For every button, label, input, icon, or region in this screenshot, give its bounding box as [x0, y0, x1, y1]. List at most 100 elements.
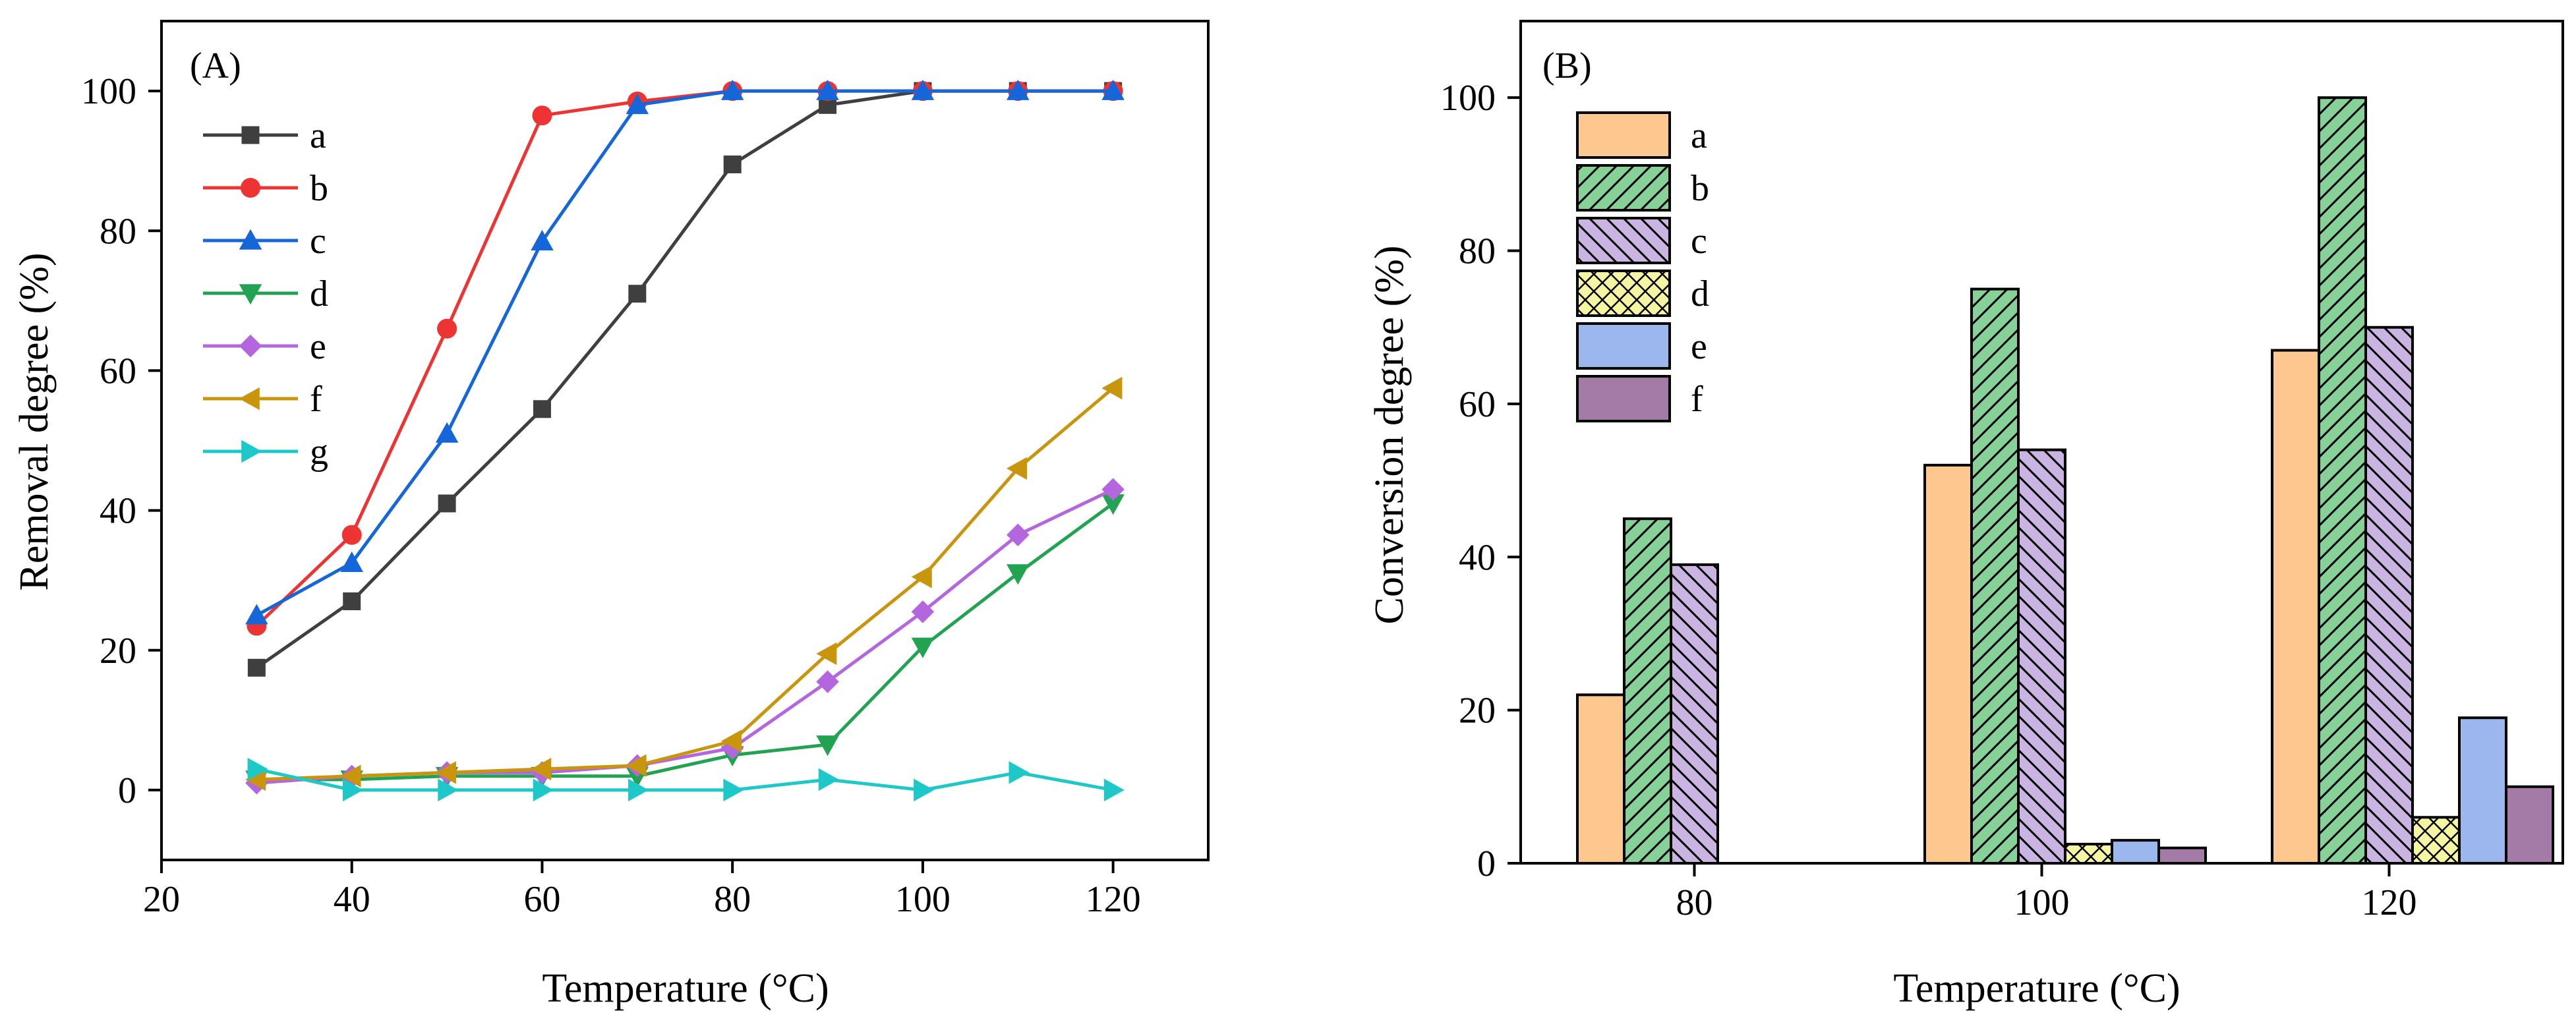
series-a-point — [343, 592, 361, 610]
series-f-point — [435, 761, 456, 784]
bar-outline — [2411, 816, 2461, 865]
panel-b-y-tick-label: 40 — [1459, 537, 1496, 578]
series-c-point — [626, 94, 649, 115]
legend-a-label: a — [310, 115, 326, 156]
panel-a-y-axis-title: Removal degree (%) — [12, 253, 57, 591]
series-g-point — [438, 778, 459, 802]
bar-d-120 — [2411, 816, 2461, 865]
panel-a-y-tick-label: 60 — [100, 351, 136, 391]
series-f-point — [911, 565, 932, 588]
series-c-point — [245, 604, 268, 625]
series-g-point — [247, 757, 268, 781]
bar-fill — [2506, 786, 2553, 863]
bar-outline — [2318, 96, 2367, 865]
legend-a-marker — [241, 126, 260, 144]
panel-a-y-tick-label: 80 — [100, 211, 136, 252]
panel-a-y-tick-label: 100 — [81, 71, 136, 112]
legend-a-swatch — [1576, 111, 1671, 159]
series-f-point — [1007, 457, 1028, 480]
legend-d-label: d — [1691, 273, 1709, 314]
legend-e-marker — [239, 334, 262, 358]
series-b-line — [255, 89, 1113, 627]
panel-b-x-tick-label: 120 — [2362, 882, 2417, 923]
bar-outline — [2157, 846, 2207, 865]
bar-fill — [2272, 350, 2319, 863]
series-f-point — [1101, 376, 1123, 400]
series-c-point — [1007, 79, 1030, 100]
series-d-point — [911, 637, 935, 658]
panel-a-x-tick-label: 40 — [334, 879, 370, 920]
series-g-point — [1009, 761, 1030, 784]
bar-outline — [2017, 448, 2066, 865]
panel-b-bar-chart: (B) Temperature (°C) Conversion degree (… — [1367, 20, 2564, 1011]
bar-fill — [2459, 718, 2506, 863]
legend-e-label: e — [1691, 326, 1707, 367]
bar-fill — [2159, 847, 2206, 863]
series-a-point — [247, 658, 266, 677]
panel-a-x-tick-label: 20 — [143, 879, 180, 920]
panel-b-y-axis-title: Conversion degree (%) — [1367, 245, 1412, 624]
series-a-line — [255, 89, 1113, 670]
bar-c-120 — [2364, 326, 2414, 865]
legend-f-label: f — [310, 379, 322, 420]
series-c-point — [1101, 79, 1125, 100]
legend-d-label: d — [310, 273, 328, 314]
series-c-line — [256, 89, 1113, 617]
legend-c-label: c — [310, 221, 326, 262]
bar-c-80 — [1670, 563, 1719, 865]
series-f — [245, 376, 1123, 791]
series-f-line — [256, 387, 1115, 782]
legend-b-label: b — [1691, 168, 1709, 209]
legend-g-marker — [241, 440, 262, 463]
legend-f-marker — [239, 387, 260, 411]
series-c-point — [531, 229, 554, 250]
series-f-point — [816, 642, 837, 666]
bar-outline — [1970, 287, 2020, 865]
panel-b-x-tick-label: 100 — [2014, 882, 2070, 923]
legend-b-label: b — [310, 168, 328, 209]
bar-c-100 — [2017, 448, 2066, 865]
series-f-point — [626, 754, 647, 778]
series-g-line — [256, 767, 1114, 792]
panel-a-y-tick-label: 20 — [100, 631, 136, 671]
legend-e-swatch-fill — [1577, 324, 1670, 368]
panel-b-x-tick-label: 80 — [1676, 882, 1713, 923]
bar-outline — [2064, 842, 2113, 865]
bar-f-100 — [2157, 846, 2207, 865]
legend-c-swatch — [1576, 217, 1671, 264]
legend-d-swatch — [1576, 270, 1671, 317]
legend-b-marker — [241, 178, 260, 198]
bar-outline — [1670, 563, 1719, 865]
panel-a-x-tick-label: 120 — [1086, 879, 1141, 920]
series-f-point — [340, 764, 361, 787]
bar-b-100 — [1970, 287, 2020, 865]
legend-f-swatch — [1576, 375, 1671, 422]
legend-d-marker — [239, 284, 262, 305]
series-e-point — [816, 670, 839, 693]
bar-a-80 — [1576, 693, 1625, 865]
legend-b-swatch — [1576, 164, 1671, 212]
series-c-point — [816, 79, 839, 100]
series-a-point — [628, 285, 647, 303]
bar-a-120 — [2271, 349, 2320, 865]
series-g-point — [342, 778, 363, 802]
panel-a-x-tick-label: 80 — [714, 879, 751, 920]
bar-d-100 — [2064, 842, 2113, 865]
series-g-point — [818, 768, 839, 791]
legend-g-label: g — [310, 432, 328, 472]
bar-fill — [1925, 465, 1972, 863]
legend-a-swatch-fill — [1577, 113, 1670, 157]
panel-b-label: (B) — [1542, 45, 1592, 86]
panel-a-x-tick-label: 60 — [523, 879, 560, 920]
series-e — [245, 478, 1125, 795]
bar-fill — [1577, 695, 1624, 863]
bar-e-120 — [2458, 716, 2507, 865]
series-a-point — [723, 155, 742, 173]
series-f-point — [245, 768, 266, 791]
series-d-point — [1007, 564, 1030, 585]
panel-a-label: (A) — [190, 45, 241, 86]
legend-a-label: a — [1691, 115, 1707, 156]
series-a-point — [438, 494, 456, 513]
series-c-point — [435, 422, 459, 443]
series-e-point — [911, 600, 935, 623]
